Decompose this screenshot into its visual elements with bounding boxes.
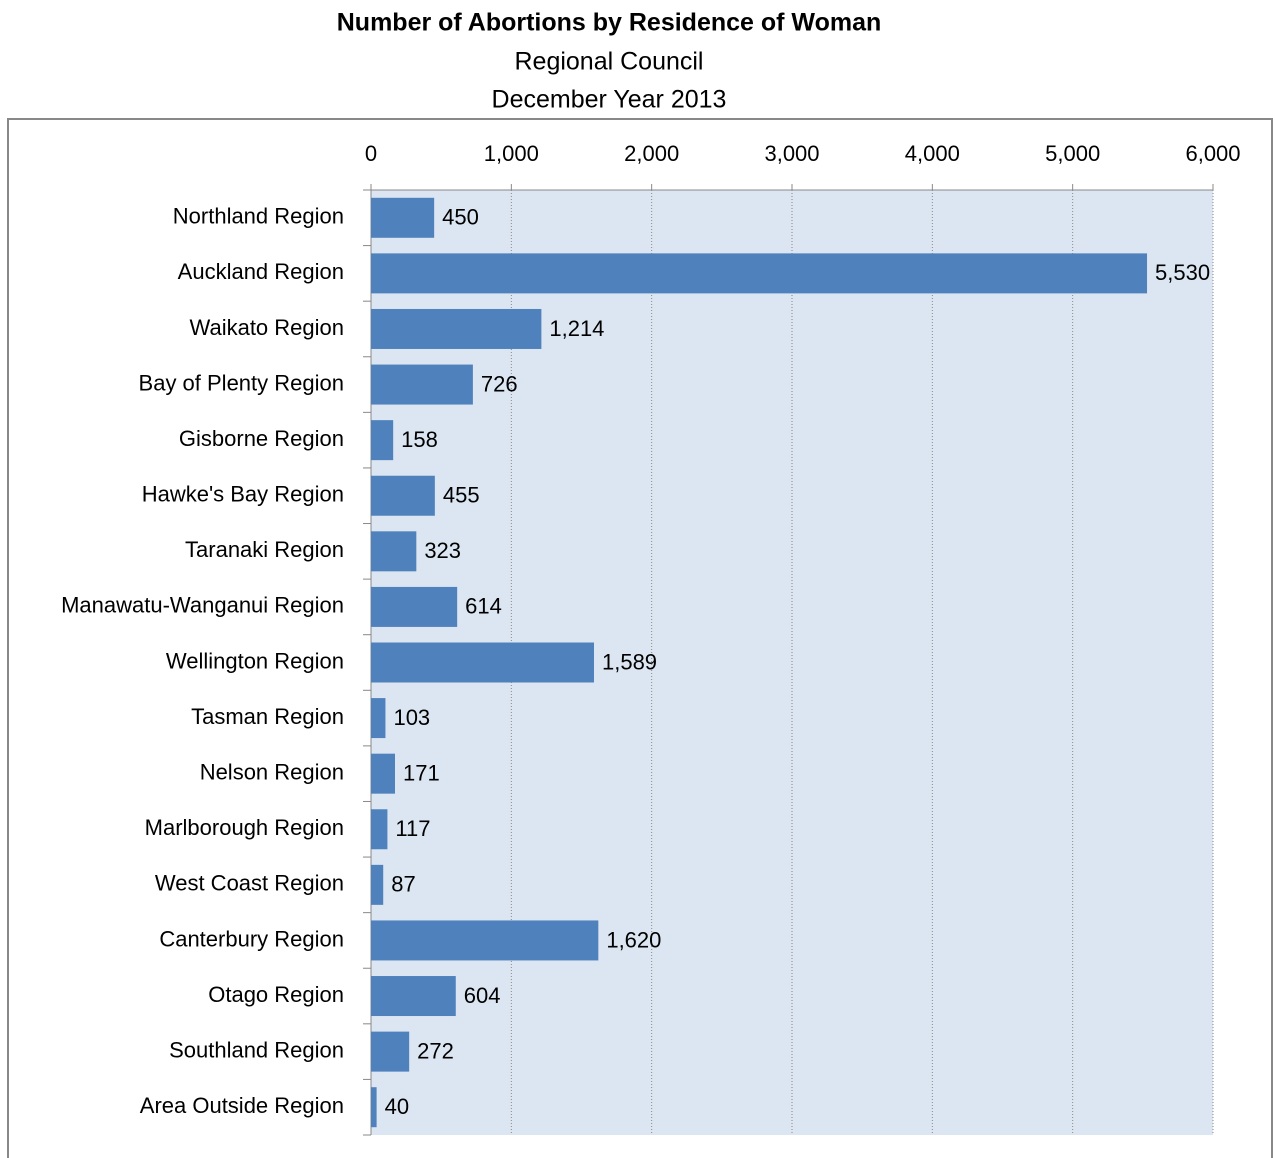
value-label: 1,214 [549,316,604,341]
bar [371,475,435,516]
y-tick-label: Taranaki Region [185,537,344,562]
bar [371,1087,377,1128]
bar [371,364,473,405]
y-tick-label: Manawatu-Wanganui Region [61,593,344,618]
value-label: 272 [417,1038,454,1063]
value-label: 726 [481,371,518,396]
x-tick-label: 1,000 [484,141,539,166]
y-tick-label: Area Outside Region [140,1093,344,1118]
y-tick-label: West Coast Region [155,871,344,896]
bar [371,753,395,794]
y-tick-label: Tasman Region [191,704,344,729]
chart-title: Number of Abortions by Residence of Woma… [337,9,882,37]
bar [371,920,599,961]
value-label: 604 [464,983,501,1008]
value-label: 117 [395,816,430,841]
y-tick-label: Marlborough Region [145,815,344,840]
bar [371,864,384,905]
y-tick-label: Canterbury Region [159,926,344,951]
bar [371,642,594,683]
value-label: 450 [442,205,479,230]
x-tick-label: 4,000 [905,141,960,166]
bar [371,698,386,739]
x-tick-label: 2,000 [624,141,679,166]
y-tick-label: Auckland Region [178,259,344,284]
chart-subtitle: Regional Council [514,48,703,76]
y-tick-label: Hawke's Bay Region [142,482,344,507]
value-label: 614 [465,594,502,619]
bar [371,976,456,1017]
chart-frame [7,118,1273,1158]
bar [371,197,435,238]
chart-subtitle: December Year 2013 [492,86,727,114]
y-tick-label: Waikato Region [190,315,344,340]
value-label: 87 [391,872,415,897]
value-label: 1,589 [602,649,657,674]
bar [371,1031,410,1072]
y-tick-label: Otago Region [208,982,344,1007]
bar [371,420,394,461]
bar [371,586,458,627]
y-tick-label: Southland Region [169,1037,344,1062]
value-label: 171 [403,760,440,785]
value-label: 5,530 [1155,260,1210,285]
bar [371,308,542,349]
value-label: 103 [393,705,430,730]
value-label: 323 [424,538,461,563]
x-tick-label: 0 [365,141,377,166]
y-tick-label: Wellington Region [166,648,344,673]
y-tick-label: Northland Region [173,204,344,229]
bar [371,253,1148,294]
y-tick-label: Gisborne Region [179,426,344,451]
y-tick-label: Nelson Region [200,759,344,784]
value-label: 40 [385,1094,409,1119]
x-tick-label: 6,000 [1185,141,1240,166]
x-tick-label: 5,000 [1045,141,1100,166]
x-tick-label: 3,000 [764,141,819,166]
value-label: 455 [443,483,480,508]
value-label: 1,620 [606,927,661,952]
y-tick-label: Bay of Plenty Region [139,370,344,395]
value-label: 158 [401,427,438,452]
bar [371,531,417,572]
bar [371,809,388,850]
